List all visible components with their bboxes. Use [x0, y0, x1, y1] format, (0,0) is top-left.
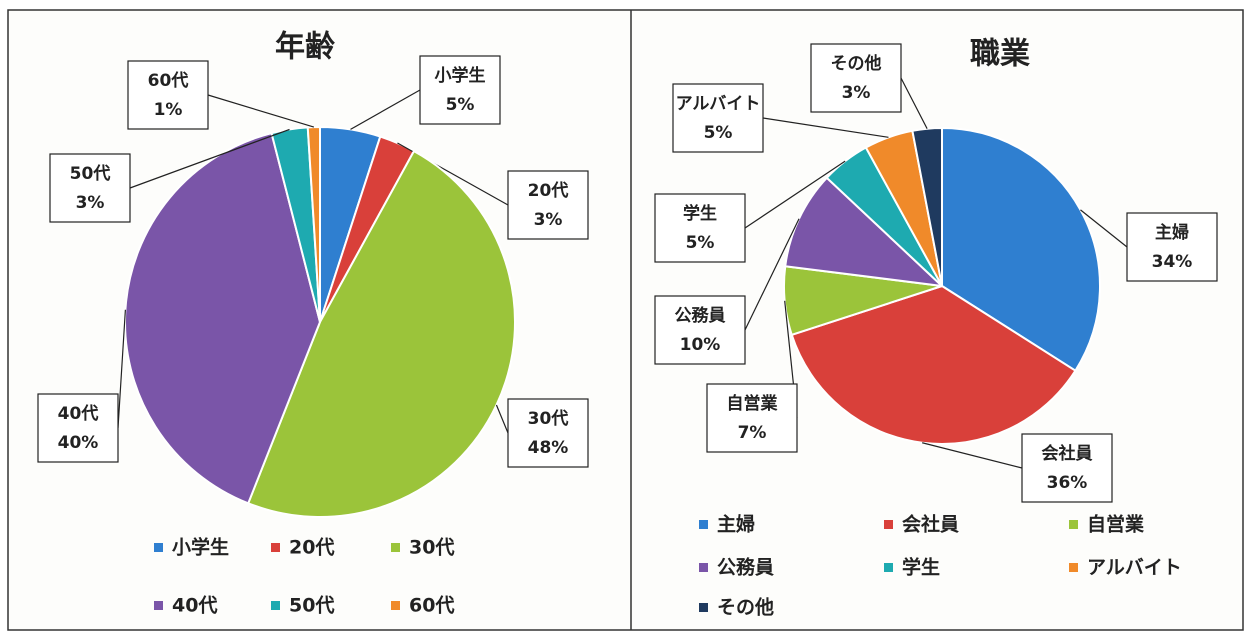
callout-category: 30代: [528, 408, 569, 429]
callout-value: 34%: [1152, 252, 1193, 272]
callout-box: [672, 83, 764, 153]
leader-line: [129, 128, 290, 189]
callout-value: 5%: [686, 233, 715, 253]
callout-box: [507, 398, 589, 468]
callout-value: 48%: [528, 438, 569, 458]
callout-value: 5%: [446, 95, 475, 115]
legend-swatch: [271, 601, 280, 610]
legend-swatch: [391, 601, 400, 610]
callout-category: 50代: [70, 163, 111, 184]
legend-label: 小学生: [172, 536, 229, 559]
callout-category: 学生: [683, 203, 717, 224]
legend-label: 主婦: [717, 513, 755, 536]
callout-box: [1021, 433, 1113, 503]
callout-category: 主婦: [1155, 222, 1189, 243]
callout-box: [654, 193, 746, 263]
legend-swatch: [884, 520, 893, 529]
chart-title: 職業: [970, 37, 1030, 72]
legend-swatch: [699, 520, 708, 529]
legend-label: 20代: [289, 537, 334, 559]
callout-category: 20代: [528, 180, 569, 201]
callout-category: 公務員: [675, 305, 726, 326]
callout-value: 3%: [76, 193, 105, 213]
chart-title: 年齢: [275, 30, 335, 65]
callout-value: 3%: [842, 83, 871, 103]
legend-label: 自営業: [1087, 513, 1145, 536]
legend-swatch: [699, 603, 708, 612]
leader-line: [900, 77, 928, 129]
leader-line: [1080, 209, 1128, 248]
callout-value: 36%: [1047, 473, 1088, 493]
callout-value: 3%: [534, 210, 563, 230]
legend-label: その他: [717, 596, 774, 619]
callout-box: [654, 295, 746, 365]
callout-category: 自営業: [727, 393, 778, 414]
callout-category: アルバイト: [676, 94, 761, 114]
leader-line: [117, 309, 126, 429]
callout-value: 5%: [704, 123, 733, 143]
leader-line: [744, 160, 846, 229]
callout-box: [419, 55, 501, 125]
legend-swatch: [154, 601, 163, 610]
pie-slice: [246, 149, 516, 518]
pie-slice: [306, 125, 321, 323]
legend-label: 学生: [902, 556, 940, 579]
legend-label: 40代: [172, 595, 217, 617]
callout-box: [37, 393, 119, 463]
leader-line: [350, 89, 421, 130]
legend-label: アルバイト: [1087, 557, 1182, 579]
callout-value: 10%: [680, 335, 721, 355]
leader-line: [207, 94, 315, 128]
callout-category: 小学生: [435, 65, 486, 86]
callout-value: 40%: [58, 433, 99, 453]
callout-box: [810, 43, 902, 113]
callout-category: 40代: [58, 403, 99, 424]
pie-slice: [124, 131, 322, 505]
legend-swatch: [1069, 563, 1078, 572]
leader-line: [762, 117, 889, 138]
leader-line: [495, 404, 509, 434]
pie-slice: [790, 284, 1077, 445]
leader-line: [922, 442, 1023, 469]
callout-category: 60代: [148, 70, 189, 91]
legend-label: 60代: [409, 595, 454, 617]
callout-value: 7%: [738, 423, 767, 443]
legend-swatch: [884, 563, 893, 572]
leader-line: [744, 218, 800, 331]
legend-label: 30代: [409, 537, 454, 559]
callout-category: その他: [831, 53, 882, 74]
pie-slice: [911, 126, 943, 287]
legend-label: 公務員: [717, 556, 774, 579]
legend-swatch: [271, 543, 280, 552]
legend-swatch: [1069, 520, 1078, 529]
callout-box: [49, 153, 131, 223]
legend-label: 50代: [289, 595, 334, 617]
callout-category: 会社員: [1042, 443, 1093, 464]
legend-swatch: [391, 543, 400, 552]
legend-swatch: [154, 543, 163, 552]
legend-label: 会社員: [902, 513, 959, 536]
legend-swatch: [699, 563, 708, 572]
callout-box: [706, 383, 798, 453]
callout-value: 1%: [154, 100, 183, 120]
callout-box: [127, 60, 209, 130]
callout-box: [1126, 212, 1218, 282]
callout-box: [507, 170, 589, 240]
